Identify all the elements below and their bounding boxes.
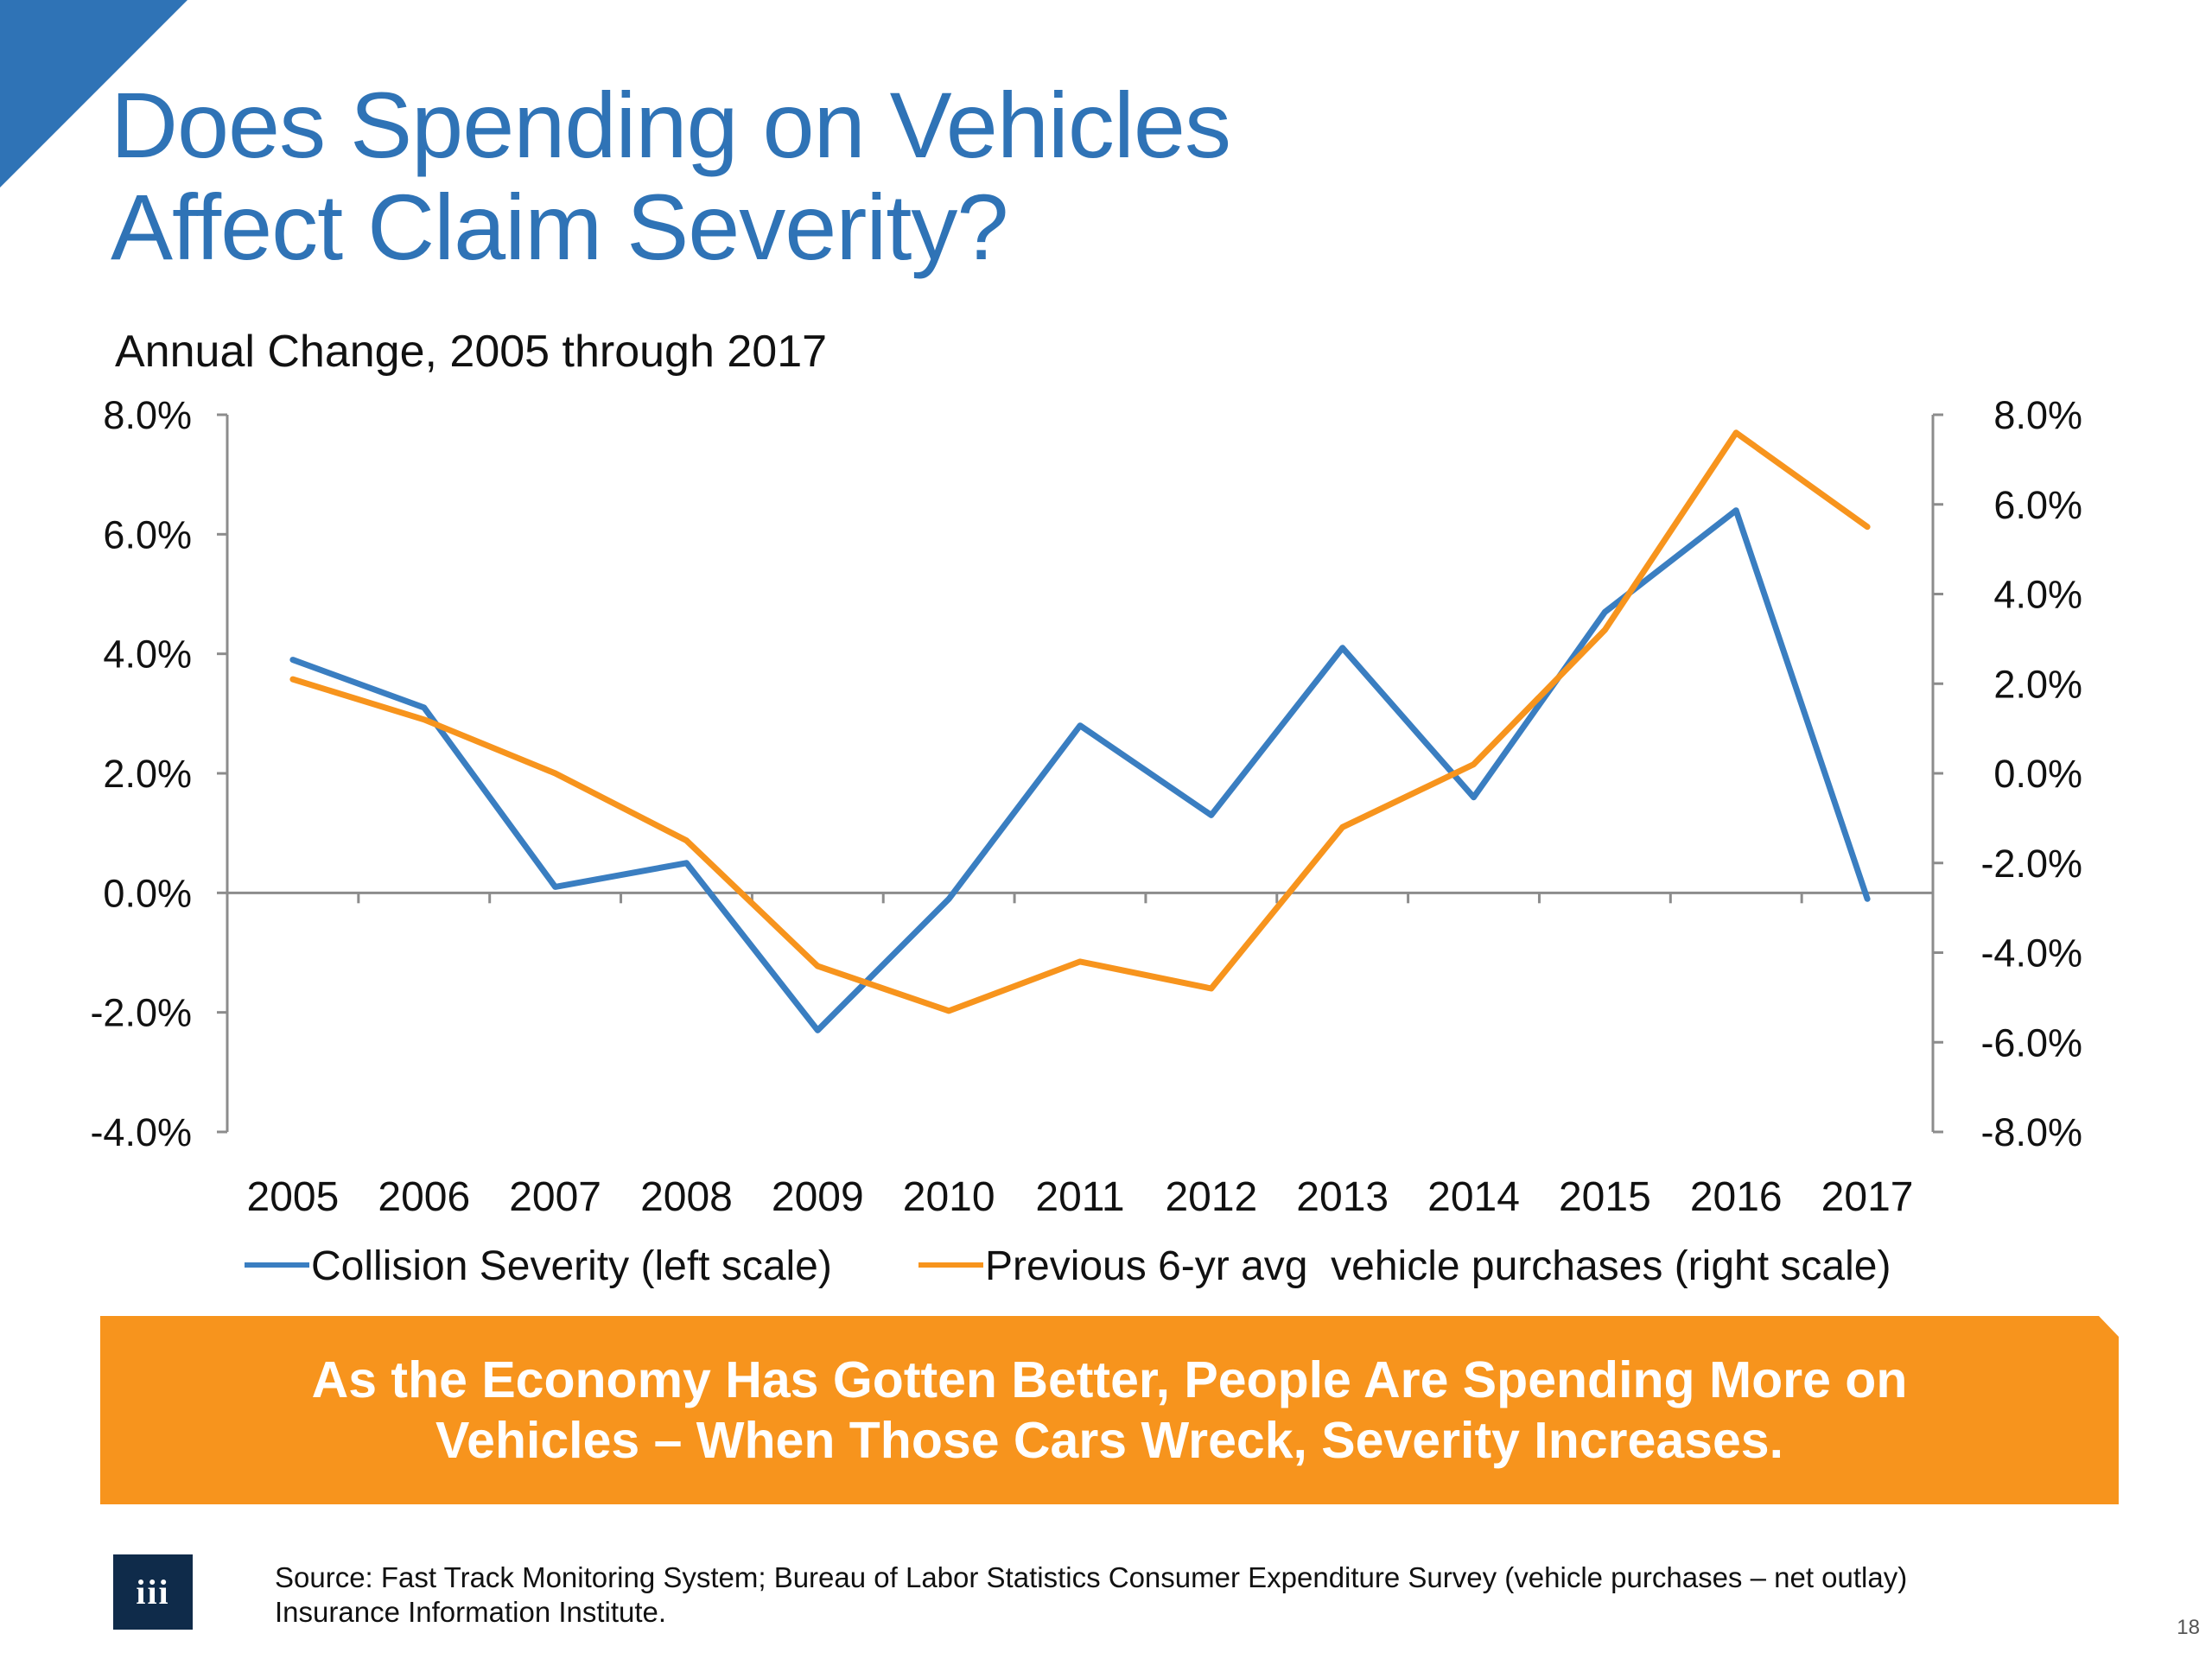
source-line1: Source: Fast Track Monitoring System; Bu… <box>275 1561 1908 1593</box>
left-axis-tick-label: -2.0% <box>90 991 192 1035</box>
legend-label-vehicle-purchases: Previous 6-yr avg vehicle purchases (rig… <box>985 1243 1891 1289</box>
slide-title-line2: Affect Claim Severity? <box>111 175 1008 279</box>
right-axis-tick-label: 0.0% <box>1993 752 2082 796</box>
data-point-vehicle-purchases <box>1602 627 1608 632</box>
source-note: Source: Fast Track Monitoring System; Bu… <box>275 1560 1907 1630</box>
right-axis-tick-label: -6.0% <box>1980 1020 2082 1065</box>
x-axis-tick-label: 2017 <box>1821 1174 1914 1220</box>
data-point-collision-severity <box>1602 609 1608 615</box>
chart-title: Annual Change, 2005 through 2017 <box>115 327 827 377</box>
data-point-vehicle-purchases <box>552 771 558 776</box>
series-line-vehicle-purchases <box>289 429 1871 1014</box>
x-axis-tick-label: 2011 <box>1035 1174 1124 1220</box>
data-point-collision-severity <box>1865 896 1871 902</box>
x-axis-tick-labels: 2005 2006 2007 2008 2009 2010 2011 2012 2013 2014… <box>247 1174 1914 1220</box>
right-axis-tick-label: -8.0% <box>1980 1110 2082 1154</box>
banner-line2: Vehicles – When Those Cars Wreck, Severi… <box>435 1412 1783 1469</box>
data-point-vehicle-purchases <box>1077 958 1083 964</box>
data-point-collision-severity <box>946 896 952 902</box>
right-axis-tick-labels: 8.0% 6.0% 4.0% 2.0% 0.0% -2.0% -4.0% -6.0% -8.0% <box>1933 393 2082 1154</box>
data-point-collision-severity <box>1471 794 1477 800</box>
right-axis-tick-label: 6.0% <box>1993 483 2082 527</box>
data-point-collision-severity <box>1339 645 1345 651</box>
chart-legend: Collision Severity (left scale) Previous… <box>245 1243 1891 1289</box>
x-axis-tick-label: 2006 <box>378 1174 470 1220</box>
x-axis-tick-label: 2009 <box>772 1174 864 1220</box>
left-axis-tick-label: 2.0% <box>103 752 192 796</box>
right-axis-tick-label: 8.0% <box>1993 393 2082 437</box>
right-axis-tick-label: -4.0% <box>1980 931 2082 976</box>
x-axis-tick-label: 2010 <box>903 1174 995 1220</box>
data-point-collision-severity <box>1208 812 1214 818</box>
left-axis-tick-label: 8.0% <box>103 393 192 437</box>
data-point-collision-severity <box>1733 507 1739 513</box>
data-point-collision-severity <box>1077 722 1083 728</box>
banner-line1: As the Economy Has Gotten Better, People… <box>311 1351 1908 1408</box>
x-axis-tick-label: 2015 <box>1559 1174 1651 1220</box>
page-number: 18 <box>2177 1616 2200 1639</box>
x-axis-tick-label: 2005 <box>247 1174 340 1220</box>
x-axis-tick-label: 2016 <box>1690 1174 1783 1220</box>
iii-logo-text: iii <box>136 1573 170 1611</box>
data-point-collision-severity <box>289 657 296 663</box>
source-line2: Insurance Information Institute. <box>275 1596 667 1628</box>
data-point-vehicle-purchases <box>1865 524 1871 530</box>
data-point-vehicle-purchases <box>289 677 296 683</box>
iii-logo: iii <box>113 1554 193 1630</box>
x-axis-tick-label: 2013 <box>1296 1174 1389 1220</box>
data-point-vehicle-purchases <box>1339 824 1345 830</box>
data-point-vehicle-purchases <box>946 1007 952 1014</box>
right-axis-tick-label: -2.0% <box>1980 842 2082 886</box>
corner-triangle-decoration <box>0 0 188 188</box>
data-point-collision-severity <box>421 704 427 710</box>
left-axis-tick-label: -4.0% <box>90 1110 192 1154</box>
data-point-vehicle-purchases <box>1733 429 1739 435</box>
key-takeaway-banner: As the Economy Has Gotten Better, People… <box>100 1316 2119 1504</box>
series-lines <box>289 429 1871 1033</box>
left-axis-tick-label: 4.0% <box>103 632 192 677</box>
data-point-collision-severity <box>552 884 558 890</box>
left-axis-tick-label: 0.0% <box>103 871 192 915</box>
x-axis-tick-label: 2012 <box>1165 1174 1257 1220</box>
line-chart: Annual Change, 2005 through 2017 8.0% 6.0… <box>90 327 2082 1289</box>
data-point-vehicle-purchases <box>683 837 690 843</box>
data-point-vehicle-purchases <box>421 716 427 722</box>
left-axis-tick-label: 6.0% <box>103 512 192 556</box>
data-point-vehicle-purchases <box>1471 761 1477 767</box>
slide-title: Does Spending on Vehicles Affect Claim S… <box>111 73 1231 279</box>
data-point-collision-severity <box>815 1027 821 1033</box>
right-axis-tick-label: 2.0% <box>1993 662 2082 706</box>
x-axis-tick-label: 2014 <box>1427 1174 1520 1220</box>
data-point-vehicle-purchases <box>815 963 821 969</box>
left-axis-tick-labels: 8.0% 6.0% 4.0% 2.0% 0.0% -2.0% -4.0% <box>90 393 227 1154</box>
data-point-collision-severity <box>683 860 690 866</box>
x-axis-tick-label: 2007 <box>509 1174 601 1220</box>
x-axis-tick-label: 2008 <box>640 1174 733 1220</box>
data-point-vehicle-purchases <box>1208 986 1214 991</box>
legend-label-collision-severity: Collision Severity (left scale) <box>311 1243 832 1289</box>
slide-title-line1: Does Spending on Vehicles <box>111 73 1231 177</box>
right-axis-tick-label: 4.0% <box>1993 573 2082 617</box>
